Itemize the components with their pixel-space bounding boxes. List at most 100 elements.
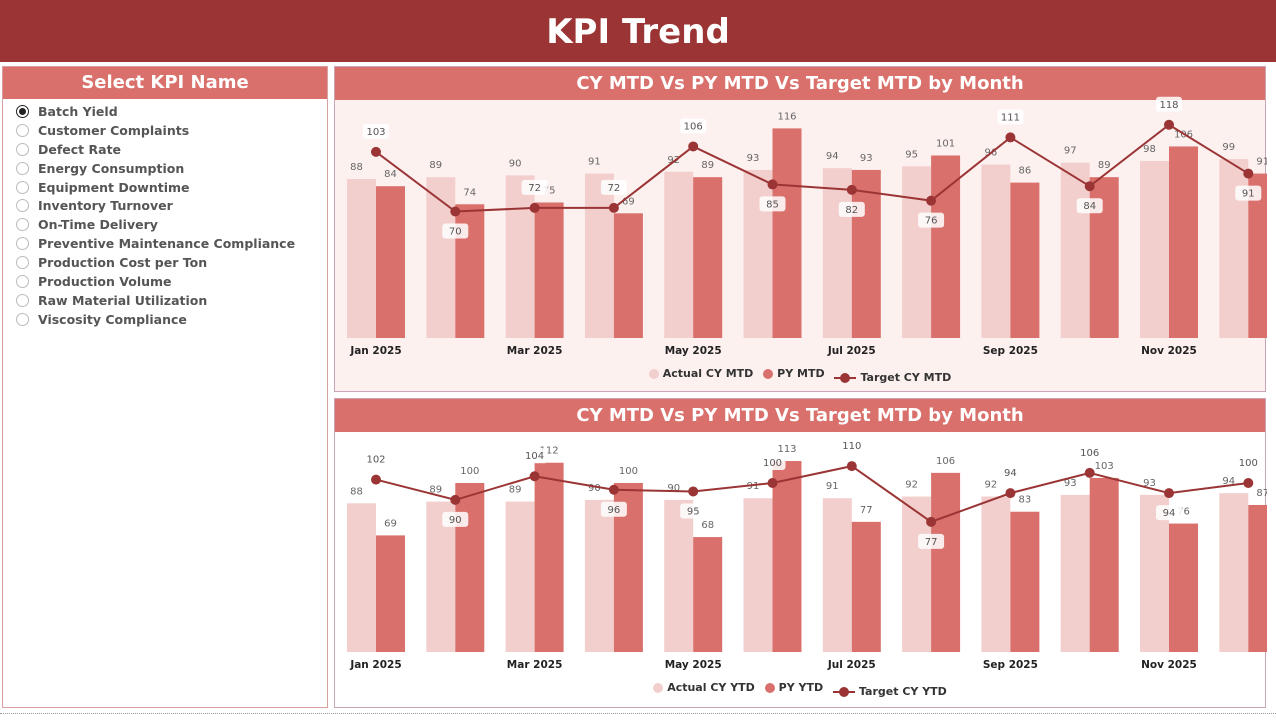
bar-py: [613, 213, 643, 338]
bar-py: [693, 537, 723, 652]
data-label-actual: 98: [1143, 144, 1156, 155]
radio-icon[interactable]: [16, 104, 29, 118]
data-label-target: 96: [608, 505, 621, 516]
data-label-py: 116: [777, 111, 796, 122]
kpi-option[interactable]: Batch Yield: [3, 102, 327, 121]
data-label-py: 75: [543, 185, 556, 196]
data-label-target: 84: [1083, 201, 1096, 212]
legend-label: PY MTD: [777, 367, 825, 380]
data-label-actual: 95: [905, 149, 918, 160]
target-label-bg: [442, 511, 469, 527]
data-label-py: 113: [777, 444, 796, 455]
data-label-target: 106: [1080, 448, 1099, 459]
kpi-option-label: Production Cost per Ton: [38, 255, 208, 271]
legend-py[interactable]: PY YTD: [764, 681, 824, 694]
legend-actual[interactable]: Actual CY YTD: [653, 681, 755, 694]
bar-py: [1010, 511, 1040, 652]
data-label-target: 76: [925, 216, 938, 227]
target-point: [371, 146, 381, 157]
target-label-bg: [442, 223, 469, 239]
target-point: [1005, 488, 1016, 499]
bar-py: [376, 186, 405, 338]
radio-icon[interactable]: [16, 123, 29, 137]
radio-icon[interactable]: [16, 161, 29, 175]
radio-icon[interactable]: [16, 218, 29, 232]
bar-py: [455, 483, 485, 652]
kpi-option[interactable]: Customer Complaints: [3, 121, 327, 140]
data-label-actual: 97: [1064, 146, 1077, 157]
data-label-py: 69: [384, 518, 397, 529]
data-label-target: 118: [1159, 100, 1178, 111]
target-point: [1164, 119, 1174, 130]
kpi-option[interactable]: Preventive Maintenance Compliance: [3, 234, 327, 253]
data-label-actual: 88: [350, 162, 363, 173]
legend-actual[interactable]: Actual CY MTD: [648, 367, 753, 380]
target-label-bg: [1235, 455, 1262, 470]
radio-icon[interactable]: [16, 237, 29, 251]
kpi-option[interactable]: Viscosity Compliance: [3, 310, 327, 329]
bar-py: [931, 155, 961, 338]
data-label-actual: 90: [667, 483, 680, 494]
radio-icon[interactable]: [16, 274, 29, 288]
data-label-actual: 99: [1222, 142, 1235, 153]
data-label-actual: 91: [588, 157, 601, 168]
data-label-py: 100: [619, 466, 638, 477]
data-label-target: 103: [366, 127, 385, 138]
bar-py: [851, 521, 881, 652]
data-label-target: 77: [925, 537, 938, 548]
legend-target[interactable]: Target CY MTD: [834, 371, 951, 384]
target-label-bg: [363, 451, 389, 467]
radio-icon[interactable]: [16, 180, 29, 194]
kpi-option[interactable]: Inventory Turnover: [3, 196, 327, 215]
radio-icon[interactable]: [16, 142, 29, 156]
data-label-target: 100: [763, 458, 782, 469]
target-label-bg: [838, 438, 865, 454]
ytd-chart-plot: 88 69 Jan 2025 89 100 89 112 Mar 2025 90 100 90 68 M…: [347, 438, 1267, 671]
legend-label: PY YTD: [778, 681, 824, 694]
radio-icon[interactable]: [16, 199, 29, 213]
bar-actual: [505, 175, 535, 338]
radio-icon[interactable]: [16, 293, 29, 307]
x-tick-label: Jul 2025: [827, 659, 876, 671]
target-point: [1164, 488, 1174, 499]
target-point: [608, 484, 619, 495]
target-point: [1243, 478, 1254, 488]
target-point: [926, 195, 937, 206]
x-tick-label: Nov 2025: [1141, 659, 1197, 671]
data-label-py: 86: [1019, 166, 1032, 177]
legend-target[interactable]: Target CY YTD: [832, 685, 947, 698]
bar-actual: [1140, 494, 1169, 652]
data-label-actual: 92: [667, 155, 680, 166]
kpi-option[interactable]: Energy Consumption: [3, 159, 327, 178]
kpi-option[interactable]: Production Cost per Ton: [3, 253, 327, 272]
kpi-option[interactable]: Production Volume: [3, 272, 327, 291]
kpi-option[interactable]: Equipment Downtime: [3, 178, 327, 197]
target-label-bg: [918, 533, 945, 549]
x-tick-label: May 2025: [665, 659, 722, 671]
bar-py: [1010, 182, 1040, 338]
legend-py[interactable]: PY MTD: [763, 367, 825, 380]
data-label-py: 93: [860, 153, 873, 164]
page-title: KPI Trend: [0, 0, 1276, 62]
target-label-bg: [680, 118, 707, 134]
kpi-option[interactable]: Defect Rate: [3, 140, 327, 159]
data-label-target: 106: [684, 121, 703, 132]
kpi-option-label: On-Time Delivery: [38, 217, 158, 233]
bar-py: [376, 535, 405, 652]
radio-icon[interactable]: [16, 312, 29, 326]
data-label-actual: 92: [985, 480, 998, 491]
bar-py: [534, 202, 564, 338]
target-point: [846, 184, 857, 195]
bar-actual: [584, 499, 614, 652]
ytd-chart: CY MTD Vs PY MTD Vs Target MTD by Month …: [334, 398, 1267, 708]
target-point: [529, 202, 540, 213]
radio-icon[interactable]: [16, 256, 29, 270]
bar-actual: [981, 164, 1011, 338]
kpi-option-label: Customer Complaints: [38, 122, 190, 138]
target-label-bg: [1076, 444, 1103, 460]
kpi-option[interactable]: On-Time Delivery: [3, 215, 327, 234]
target-label-bg: [1235, 185, 1262, 201]
target-label-bg: [759, 455, 786, 470]
data-label-py: 100: [460, 466, 479, 477]
kpi-option[interactable]: Raw Material Utilization: [3, 291, 327, 310]
